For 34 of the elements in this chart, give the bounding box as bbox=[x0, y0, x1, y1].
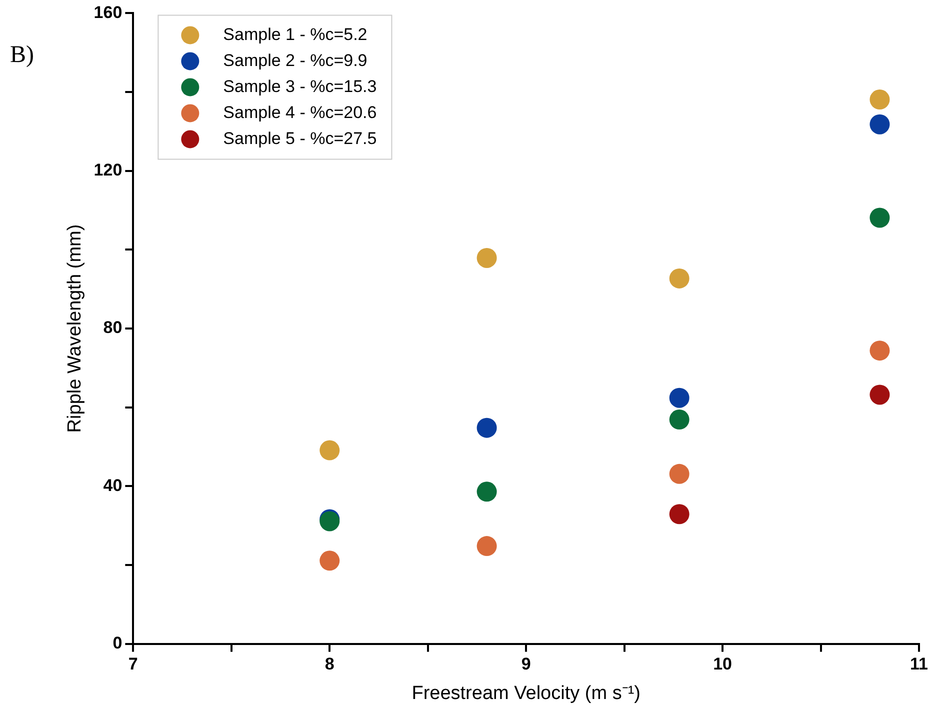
point bbox=[669, 504, 690, 524]
point bbox=[669, 464, 690, 484]
text: B) bbox=[10, 42, 34, 69]
point bbox=[476, 418, 497, 438]
point bbox=[476, 536, 497, 556]
point bbox=[870, 90, 890, 110]
point bbox=[320, 440, 340, 460]
y-tick-label: 80 bbox=[103, 318, 122, 338]
legend-label: Sample 4 - %c=20.6 bbox=[223, 102, 377, 122]
point bbox=[870, 114, 890, 134]
x-tick-label: 8 bbox=[324, 654, 334, 674]
y-tick-label: 160 bbox=[94, 2, 122, 22]
point bbox=[320, 550, 340, 571]
legend-label: Sample 1 - %c=5.2 bbox=[223, 24, 368, 44]
y-axis-title: Ripple Wavelength (mm) bbox=[64, 224, 86, 433]
x-tick-label: 11 bbox=[910, 654, 928, 674]
x-tick-label: 9 bbox=[521, 654, 531, 674]
y-tick-label: 40 bbox=[103, 476, 122, 495]
point bbox=[669, 410, 690, 430]
point bbox=[669, 268, 690, 288]
point bbox=[870, 384, 890, 405]
legend-label: Sample 3 - %c=15.3 bbox=[223, 76, 377, 96]
point bbox=[476, 248, 497, 268]
legend-label: Sample 5 - %c=27.5 bbox=[223, 128, 377, 148]
y-tick-label: 120 bbox=[94, 160, 122, 180]
y-tick-label: 0 bbox=[112, 633, 122, 652]
point bbox=[870, 340, 890, 361]
point bbox=[870, 208, 890, 228]
x-tick-label: 7 bbox=[128, 654, 138, 674]
point bbox=[476, 482, 497, 502]
x-axis-title: Freestream Velocity (m s⁻¹) bbox=[412, 682, 640, 704]
point bbox=[669, 388, 690, 408]
legend-label: Sample 2 - %c=9.9 bbox=[223, 50, 368, 70]
x-tick-label: 10 bbox=[713, 654, 732, 674]
